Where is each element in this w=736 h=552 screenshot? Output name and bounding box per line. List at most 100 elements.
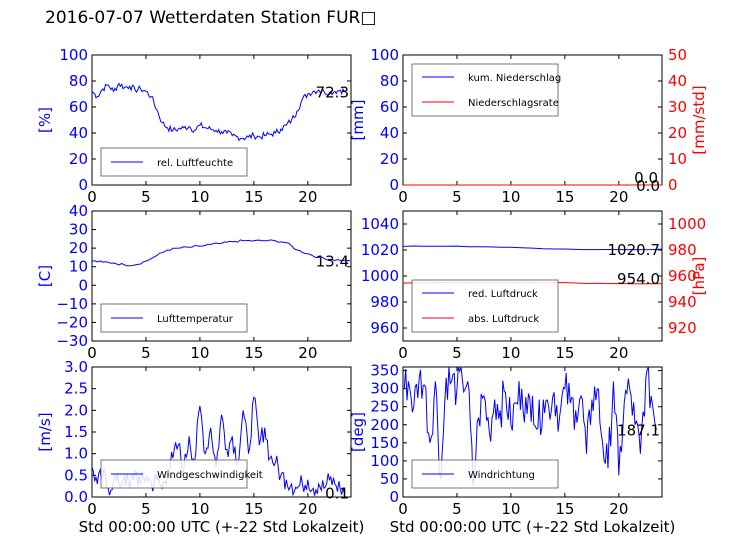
panel-4-y2tick-label: 960 — [668, 267, 697, 285]
panel-3-xtick-label: 0 — [87, 344, 97, 362]
panel-4-xtick-label: 20 — [609, 344, 628, 362]
panel-3-last-value: 13.4 — [316, 252, 349, 270]
panel-3-xtick-label: 20 — [298, 344, 317, 362]
panel-1-xtick-label: 15 — [244, 188, 263, 206]
panel-3-ytick-label: 40 — [69, 202, 88, 220]
panel-4-legend-label-1: red. Luftdruck — [468, 289, 538, 300]
panel-5-ytick-label: 3.0 — [64, 358, 88, 376]
panel-4-xtick-label: 0 — [398, 344, 408, 362]
panel-2-ytick-label: 0 — [389, 176, 399, 194]
panel-6-xlabel: Std 00:00:00 UTC (+-22 Std Lokalzeit) — [390, 518, 676, 536]
panel-3-xtick-label: 5 — [141, 344, 151, 362]
panel-4-y2tick-label: 980 — [668, 241, 697, 259]
panel-6-ytick-label: 300 — [370, 380, 399, 398]
panel-5-xtick-label: 5 — [141, 500, 151, 518]
panel-6-ytick-label: 0 — [389, 488, 399, 506]
panel-6-xtick-label: 0 — [398, 500, 408, 518]
panel-3-ytick-label: 10 — [69, 258, 88, 276]
panel-1-series-1-line — [91, 82, 346, 142]
panel-4-series-1-line — [402, 245, 663, 251]
panel-1-ytick-label: 80 — [69, 72, 88, 90]
panel-1-last-value: 72.3 — [316, 83, 349, 101]
panel-2-y2label: [mm/std] — [690, 85, 708, 154]
panel-2-legend-box — [411, 63, 559, 117]
panel-6-xtick-label: 20 — [609, 500, 628, 518]
panel-1-frame — [91, 54, 352, 186]
panel-2-xtick-label: 10 — [501, 188, 520, 206]
panel-1-legend-label-1: rel. Luftfeuchte — [157, 158, 233, 169]
panel-6-xtick-label: 15 — [555, 500, 574, 518]
panel-1-xtick-label: 10 — [190, 188, 209, 206]
panel-2-xtick-label: 5 — [452, 188, 462, 206]
panel-3-ytick-label: −20 — [56, 313, 88, 331]
panel-2-xtick-label: 0 — [398, 188, 408, 206]
panel-2-y2tick-label: 40 — [668, 72, 687, 90]
panel-6-frame — [402, 366, 663, 498]
panel-2-xtick-label: 15 — [555, 188, 574, 206]
panel-6-legend-label-1: Windrichtung — [468, 470, 535, 481]
figure-title: 2016-07-07 Wetterdaten Station FUR□ — [45, 8, 377, 28]
panel-4-y2tick-label: 920 — [668, 319, 697, 337]
panel-4-last-value-2: 954.0 — [617, 270, 660, 288]
panel-4-y2label: [hPa] — [690, 257, 708, 296]
panel-2-ylabel: [mm] — [349, 100, 367, 141]
panel-1-ytick-label: 60 — [69, 98, 88, 116]
panel-4-ytick-label: 1040 — [361, 215, 399, 233]
panel-6-ytick-label: 350 — [370, 362, 399, 380]
panel-2-legend-label-1: kum. Niederschlag — [468, 73, 561, 84]
panel-4-ytick-label: 1000 — [361, 267, 399, 285]
panel-3-ytick-label: 30 — [69, 221, 88, 239]
panel-4-y2tick-label: 940 — [668, 293, 697, 311]
panel-1-ytick-label: 100 — [59, 46, 88, 64]
panel-2-ytick-label: 20 — [380, 150, 399, 168]
panel-2-xtick-label: 20 — [609, 188, 628, 206]
panel-2-ytick-label: 60 — [380, 98, 399, 116]
panel-4-ytick-label: 1020 — [361, 241, 399, 259]
panel-2-y2tick-label: 20 — [668, 124, 687, 142]
panel-4-legend-label-2: abs. Luftdruck — [468, 314, 539, 325]
panel-5-ytick-label: 1.0 — [64, 445, 88, 463]
panel-4-ytick-label: 960 — [370, 319, 399, 337]
panel-5-xtick-label: 15 — [244, 500, 263, 518]
panel-2-ytick-label: 40 — [380, 124, 399, 142]
panel-5-xtick-label: 10 — [190, 500, 209, 518]
panel-2-ytick-label: 80 — [380, 72, 399, 90]
panel-4-last-value: 1020.7 — [608, 241, 661, 259]
panel-5-ytick-label: 1.5 — [64, 423, 88, 441]
panel-5-ytick-label: 2.5 — [64, 380, 88, 398]
panel-3-ytick-label: −10 — [56, 295, 88, 313]
panel-5-xlabel: Std 00:00:00 UTC (+-22 Std Lokalzeit) — [79, 518, 365, 536]
panel-2-legend-label-2: Niederschlagsrate — [468, 98, 559, 109]
panel-1-ytick-label: 0 — [78, 176, 88, 194]
panel-3-ylabel: [C] — [36, 265, 54, 287]
panel-6-ytick-label: 250 — [370, 398, 399, 416]
panel-4-legend-box — [411, 279, 559, 333]
panel-3-ytick-label: −30 — [56, 332, 88, 350]
panel-4-y2tick-label: 1000 — [668, 215, 706, 233]
panel-3-ytick-label: 20 — [69, 239, 88, 257]
panel-2-y2tick-label: 50 — [668, 46, 687, 64]
panel-3-ytick-label: 0 — [78, 276, 88, 294]
panel-6-series-1-line — [402, 366, 658, 487]
panel-1-xtick-label: 20 — [298, 188, 317, 206]
panel-3-series-1-line — [91, 239, 350, 267]
panel-1-xtick-label: 5 — [141, 188, 151, 206]
panel-5-ytick-label: 0.5 — [64, 466, 88, 484]
panel-6-ytick-label: 100 — [370, 452, 399, 470]
panel-1-ylabel: [%] — [36, 107, 54, 133]
panel-6-ylabel: [deg] — [349, 412, 367, 452]
panel-6-ytick-label: 200 — [370, 416, 399, 434]
panel-1-xtick-label: 0 — [87, 188, 97, 206]
panel-2-y2tick-label: 30 — [668, 98, 687, 116]
panel-6-xtick-label: 10 — [501, 500, 520, 518]
panel-4-xtick-label: 15 — [555, 344, 574, 362]
panel-2-ytick-label: 100 — [370, 46, 399, 64]
panel-5-ylabel: [m/s] — [36, 412, 54, 451]
panel-4-xtick-label: 10 — [501, 344, 520, 362]
panel-6-xtick-label: 5 — [452, 500, 462, 518]
panel-5-ytick-label: 0.0 — [64, 488, 88, 506]
panel-3-legend-label-1: Lufttemperatur — [157, 314, 234, 325]
panel-2-last-value: 0.0 — [636, 177, 660, 195]
